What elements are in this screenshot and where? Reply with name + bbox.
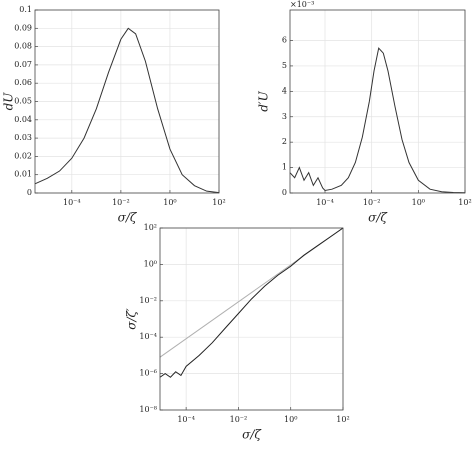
x-tick-label: 10⁻² bbox=[112, 198, 130, 207]
y-tick-label: 6 bbox=[282, 36, 287, 45]
y-tick-label: 0.04 bbox=[14, 115, 32, 124]
y-tick-label: 10⁻⁶ bbox=[139, 369, 157, 378]
x-axis-label: σ/ζ bbox=[118, 211, 138, 225]
y-tick-label: 0 bbox=[282, 188, 287, 197]
y-tick-label: 5 bbox=[282, 61, 287, 70]
x-tick-label: 10⁰ bbox=[412, 198, 425, 207]
x-tick-label: 10⁻² bbox=[230, 415, 248, 424]
x-tick-label: 10⁰ bbox=[284, 415, 297, 424]
axes-frame bbox=[159, 227, 344, 411]
x-tick-label: 10⁻⁴ bbox=[316, 198, 334, 207]
y-tick-label: 0.07 bbox=[14, 60, 32, 69]
x-tick-label: 10⁻² bbox=[363, 198, 381, 207]
plot-area bbox=[160, 228, 343, 410]
y-tick-label: 4 bbox=[282, 86, 287, 95]
y-tick-label: 10⁻⁸ bbox=[139, 405, 157, 414]
plot-area bbox=[290, 10, 465, 193]
x-tick-label: 10⁻⁴ bbox=[63, 198, 81, 207]
y-tick-label: 10⁰ bbox=[144, 259, 157, 268]
axes-frame bbox=[289, 9, 466, 194]
y-tick-label: 10⁻⁴ bbox=[139, 332, 157, 341]
y-tick-label: 0.05 bbox=[14, 97, 32, 106]
y-tick-label: 0.1 bbox=[19, 5, 32, 14]
y-axis-label: dU bbox=[2, 92, 16, 111]
data-line bbox=[289, 47, 466, 194]
x-tick-label: 10⁰ bbox=[163, 198, 176, 207]
x-tick-label: 10² bbox=[212, 198, 225, 207]
y-axis-label: d′U bbox=[257, 90, 271, 111]
y-tick-label: 10² bbox=[144, 223, 157, 232]
x-tick-label: 10⁻⁴ bbox=[177, 415, 195, 424]
y-tick-label: 0.02 bbox=[14, 151, 32, 160]
y-tick-label: 0 bbox=[27, 188, 32, 197]
x-tick-label: 10² bbox=[458, 198, 471, 207]
y-tick-label: 3 bbox=[282, 112, 287, 121]
data-line bbox=[34, 27, 220, 194]
y-tick-label: 0.01 bbox=[14, 170, 32, 179]
x-tick-label: 10² bbox=[336, 415, 349, 424]
data-line bbox=[159, 227, 344, 378]
y-tick-label: 0.08 bbox=[14, 42, 32, 51]
x-axis-label: σ/ζ bbox=[368, 211, 388, 225]
y-tick-label: 1 bbox=[282, 163, 287, 172]
axis-multiplier: ×10⁻³ bbox=[290, 0, 314, 9]
axes-frame bbox=[34, 9, 220, 194]
y-tick-label: 0.06 bbox=[14, 78, 32, 87]
y-tick-label: 0.03 bbox=[14, 133, 32, 142]
y-tick-label: 2 bbox=[282, 137, 287, 146]
y-tick-label: 0.09 bbox=[14, 23, 32, 32]
y-tick-label: 10⁻² bbox=[139, 296, 157, 305]
y-axis-label: σ/ζ′ bbox=[125, 308, 139, 330]
x-axis-label: σ/ζ bbox=[242, 428, 262, 442]
